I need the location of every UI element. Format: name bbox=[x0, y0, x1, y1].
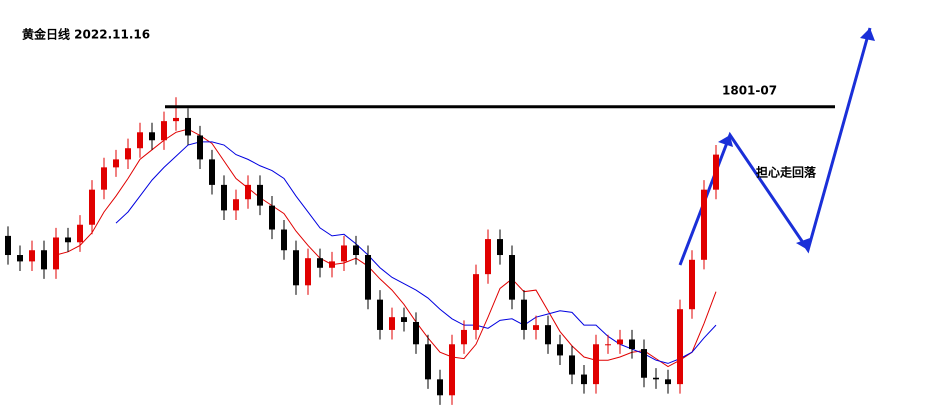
candle-body bbox=[473, 274, 479, 330]
candle-body bbox=[329, 261, 335, 268]
candle-body bbox=[701, 189, 707, 260]
candle-body bbox=[377, 299, 383, 330]
candle-body bbox=[605, 344, 611, 346]
candle-body bbox=[209, 159, 215, 185]
candle-body bbox=[89, 189, 95, 225]
candle-body bbox=[5, 235, 11, 256]
candle-body bbox=[125, 148, 131, 160]
candle-body bbox=[221, 184, 227, 211]
arrow-head bbox=[718, 135, 733, 147]
candle-body bbox=[365, 255, 371, 300]
candle-body bbox=[593, 344, 599, 385]
candle-body bbox=[533, 325, 539, 330]
candle-body bbox=[41, 250, 47, 270]
candle-body bbox=[173, 117, 179, 122]
candle-body bbox=[509, 255, 515, 300]
candle-body bbox=[245, 184, 251, 200]
candle-body bbox=[401, 317, 407, 322]
candle-body bbox=[689, 259, 695, 310]
candle-body bbox=[581, 374, 587, 385]
candle-body bbox=[389, 317, 395, 330]
candle-body bbox=[305, 258, 311, 286]
candle-body bbox=[317, 258, 323, 268]
candle-body bbox=[521, 299, 527, 330]
candle-body bbox=[485, 239, 491, 275]
candle-body bbox=[437, 379, 443, 396]
candle-body bbox=[353, 245, 359, 256]
candle-body bbox=[341, 245, 347, 262]
forecast-arrow bbox=[678, 27, 872, 266]
candle-body bbox=[629, 339, 635, 350]
candle-body bbox=[113, 159, 119, 168]
candle-body bbox=[269, 205, 275, 230]
candle-body bbox=[29, 250, 35, 262]
candle-body bbox=[569, 355, 575, 375]
candle-body bbox=[497, 239, 503, 256]
candle-body bbox=[149, 132, 155, 141]
candle-body bbox=[653, 377, 659, 380]
candle-body bbox=[65, 237, 71, 243]
candle-body bbox=[197, 135, 203, 160]
candle-body bbox=[77, 224, 83, 243]
arrow-head bbox=[796, 238, 810, 250]
arrow-head bbox=[860, 28, 875, 41]
candle-body bbox=[449, 344, 455, 396]
candle-body bbox=[257, 184, 263, 206]
chart-title: 黄金日线 2022.11.16 bbox=[22, 27, 150, 42]
candle-body bbox=[557, 344, 563, 356]
moving-average bbox=[55, 128, 717, 368]
candle-body bbox=[665, 379, 671, 385]
annotation: 担心走回落 bbox=[756, 165, 817, 180]
candle-body bbox=[281, 229, 287, 251]
candle-body bbox=[617, 339, 623, 345]
candle-body bbox=[413, 321, 419, 345]
candle-body bbox=[461, 329, 467, 345]
candle-body bbox=[293, 250, 299, 286]
candle-body bbox=[425, 344, 431, 380]
candle-body bbox=[17, 255, 23, 262]
candle-body bbox=[101, 167, 107, 190]
candle-body bbox=[641, 349, 647, 378]
candle-body bbox=[545, 325, 551, 345]
candle-body bbox=[161, 121, 167, 141]
candle-body bbox=[137, 132, 143, 149]
candle-body bbox=[233, 199, 239, 211]
candle-body bbox=[713, 154, 719, 190]
moving-average bbox=[115, 141, 717, 364]
candle-body bbox=[677, 309, 683, 385]
candle-body bbox=[53, 237, 59, 270]
candle-body bbox=[185, 117, 191, 136]
level-label: 1801-07 bbox=[722, 83, 777, 97]
